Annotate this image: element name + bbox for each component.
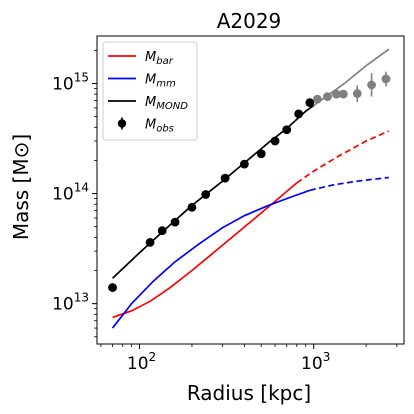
series-bar-dashed-line <box>296 130 390 184</box>
obs-point <box>270 136 280 146</box>
x-tick-label: 102 <box>127 350 156 374</box>
obs-point-gray <box>312 94 322 104</box>
obs-point-gray <box>367 80 376 90</box>
y-axis-label: Mass [M⊙] <box>9 134 33 240</box>
legend-mm-label: Mmm <box>145 73 176 90</box>
axes-frame <box>96 35 405 345</box>
obs-point <box>187 202 197 212</box>
obs-point-gray <box>338 89 348 99</box>
obs-point <box>157 226 167 236</box>
legend-obs-label: Mobs <box>145 118 174 135</box>
chart-title: A2029 <box>217 9 282 33</box>
obs-point <box>282 125 292 135</box>
obs-point-gray <box>323 92 332 102</box>
legend-obs-swatch <box>117 119 127 128</box>
plot-area <box>108 48 391 329</box>
legend-box <box>102 41 198 141</box>
axes: 102 103 1013 1014 1015 <box>52 35 405 374</box>
obs-point <box>170 217 180 227</box>
legend-bar-label: Mbar <box>145 50 174 67</box>
legend-mond-label: MMOND <box>145 95 188 112</box>
obs-point <box>108 283 117 292</box>
obs-point <box>220 173 230 183</box>
series-bar-line <box>112 182 298 319</box>
obs-point-gray <box>352 89 362 98</box>
obs-point <box>305 98 315 108</box>
y-tick-label: 1013 <box>52 291 89 315</box>
obs-point <box>256 149 266 159</box>
obs-point <box>145 238 155 247</box>
obs-point-gray <box>381 74 391 84</box>
obs-point <box>294 109 304 119</box>
y-tick-label: 1014 <box>52 181 89 205</box>
obs-point <box>201 190 211 199</box>
series-mm-dashed-line <box>309 176 389 192</box>
obs-point <box>239 159 249 169</box>
obs-point-gray <box>331 89 341 99</box>
y-tick-label: 1015 <box>52 70 89 94</box>
series-mond-line <box>111 104 315 279</box>
data-group <box>108 48 391 329</box>
x-axis-label: Radius [kpc] <box>187 381 311 405</box>
series-mm-line <box>111 189 311 329</box>
legend: Mbar Mmm MMOND Mobs <box>102 41 198 141</box>
x-tick-label: 103 <box>301 350 330 374</box>
